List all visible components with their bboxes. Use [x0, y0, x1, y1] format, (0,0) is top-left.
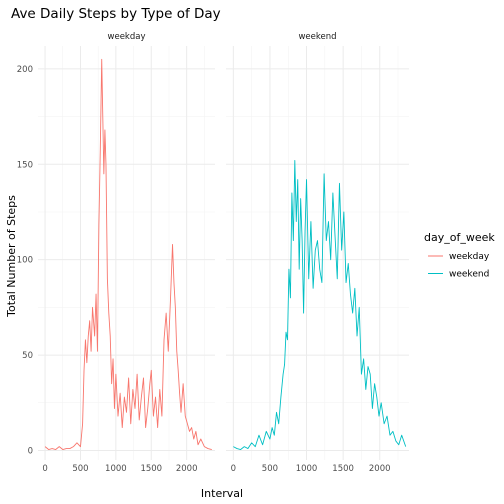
- legend-title: day_of_week: [424, 231, 495, 244]
- facet-label-weekday: weekday: [108, 32, 146, 42]
- legend: day_of_week weekday weekend: [424, 231, 495, 280]
- facet-panel-weekend: weekend 0 500 1000 1500 2000: [226, 32, 409, 474]
- legend-label-weekend: weekend: [449, 270, 489, 280]
- grid-weekday: [38, 46, 215, 460]
- y-tick-label: 0: [28, 446, 33, 456]
- x-tick-label: 1000: [105, 464, 127, 474]
- chart-title: Ave Daily Steps by Type of Day: [11, 6, 221, 22]
- y-axis-title: Total Number of Steps: [5, 195, 18, 318]
- x-tick-label: 0: [231, 464, 236, 474]
- y-tick-label: 150: [17, 160, 33, 170]
- x-tick-label: 0: [42, 464, 47, 474]
- legend-entry-weekend: weekend: [428, 270, 489, 280]
- x-axis-title: Interval: [201, 487, 243, 500]
- facet-panel-weekday: weekday 0 500 1000 1500 2000: [38, 32, 215, 474]
- x-tick-label: 500: [262, 464, 278, 474]
- x-tick-label: 2000: [176, 464, 198, 474]
- y-tick-label: 200: [17, 65, 33, 75]
- x-tick-label: 1500: [140, 464, 162, 474]
- legend-label-weekday: weekday: [449, 252, 490, 262]
- y-tick-label: 50: [22, 351, 33, 361]
- series-line-weekday: [44, 58, 212, 450]
- legend-entry-weekday: weekday: [428, 252, 490, 262]
- x-tick-label: 2000: [369, 464, 391, 474]
- x-tick-label: 500: [72, 464, 88, 474]
- grid-weekend: [226, 46, 409, 460]
- facet-label-weekend: weekend: [298, 32, 336, 42]
- x-tick-label: 1000: [296, 464, 318, 474]
- x-tick-label: 1500: [332, 464, 354, 474]
- y-tick-label: 100: [17, 256, 33, 266]
- series-line-weekend: [233, 160, 407, 450]
